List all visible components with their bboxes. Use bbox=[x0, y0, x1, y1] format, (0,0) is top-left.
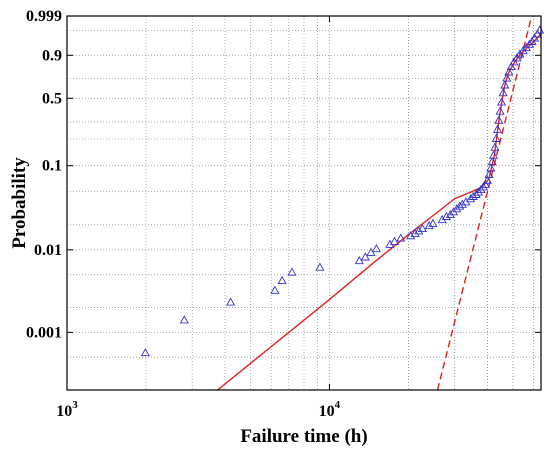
x-tick-label: 104 bbox=[319, 399, 341, 420]
grid bbox=[67, 16, 541, 390]
data-point bbox=[476, 184, 486, 194]
data-point bbox=[277, 275, 287, 285]
data-point bbox=[466, 194, 476, 203]
data-point bbox=[140, 347, 150, 357]
data-point bbox=[492, 124, 503, 133]
data-point bbox=[532, 29, 542, 38]
data-point bbox=[488, 150, 499, 159]
data-point bbox=[441, 211, 451, 220]
data-point bbox=[495, 106, 505, 115]
data-point bbox=[490, 142, 500, 151]
data-point bbox=[478, 182, 488, 191]
data-point bbox=[504, 67, 514, 76]
data-point bbox=[179, 315, 189, 324]
data-point bbox=[417, 223, 427, 233]
data-point bbox=[502, 73, 512, 82]
y-tick-label: 0.5 bbox=[42, 90, 62, 107]
data-point bbox=[473, 187, 484, 196]
fit-lines bbox=[217, 16, 541, 390]
plot-frame bbox=[66, 15, 542, 391]
data-point bbox=[480, 179, 490, 188]
x-tick-base: 10 bbox=[319, 403, 335, 420]
data-point bbox=[270, 285, 280, 294]
y-tick-label: 0.001 bbox=[26, 324, 62, 341]
data-point bbox=[457, 199, 467, 208]
data-point bbox=[524, 39, 534, 48]
data-point bbox=[452, 204, 462, 213]
data-point bbox=[389, 236, 400, 245]
data-point bbox=[484, 169, 494, 179]
data-point bbox=[455, 201, 465, 210]
data-markers bbox=[140, 25, 545, 357]
data-point bbox=[471, 189, 481, 198]
y-tick-label: 0.9 bbox=[42, 47, 62, 64]
data-point bbox=[445, 209, 455, 219]
asymptote-line bbox=[436, 16, 533, 390]
data-point bbox=[506, 61, 516, 71]
data-point bbox=[487, 156, 497, 166]
x-tick-exponent: 3 bbox=[72, 399, 78, 411]
data-point bbox=[360, 252, 370, 261]
data-point bbox=[494, 115, 504, 124]
data-point bbox=[406, 231, 416, 240]
y-tick-label: 0.01 bbox=[34, 242, 62, 259]
data-point bbox=[497, 97, 507, 106]
data-point bbox=[287, 267, 297, 276]
y-tick-label: 0.999 bbox=[26, 8, 62, 25]
data-point bbox=[530, 33, 540, 42]
data-point bbox=[468, 191, 478, 200]
data-point bbox=[535, 25, 545, 34]
data-point bbox=[482, 175, 492, 184]
data-point bbox=[396, 233, 406, 242]
data-point bbox=[414, 226, 424, 235]
x-tick-exponent: 4 bbox=[335, 399, 341, 411]
y-axis-label: Probability bbox=[9, 157, 30, 249]
data-point bbox=[424, 220, 434, 230]
data-point bbox=[509, 57, 519, 66]
data-point bbox=[410, 228, 420, 237]
data-point bbox=[486, 163, 496, 172]
data-point bbox=[371, 243, 381, 253]
x-tick-base: 10 bbox=[56, 403, 72, 420]
data-point bbox=[498, 88, 508, 97]
data-point bbox=[428, 218, 438, 227]
data-point bbox=[315, 262, 325, 271]
x-tick-label: 103 bbox=[56, 399, 78, 420]
data-point bbox=[500, 80, 510, 89]
data-point bbox=[226, 297, 236, 306]
y-tick-label: 0.1 bbox=[42, 158, 62, 175]
fit-curve bbox=[217, 33, 541, 390]
data-point bbox=[491, 133, 501, 142]
x-axis-label: Failure time (h) bbox=[240, 426, 367, 447]
